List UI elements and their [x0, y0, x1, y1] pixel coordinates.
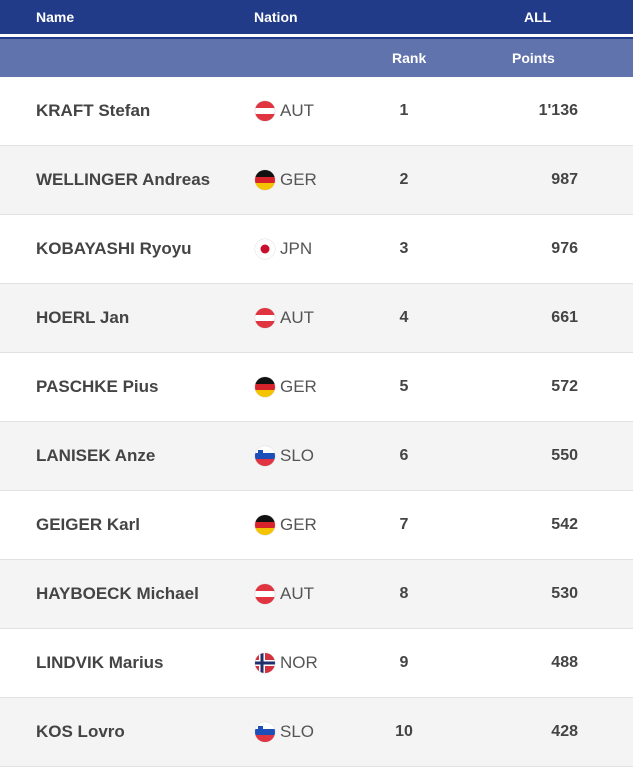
flag-nor-icon: [254, 652, 276, 674]
nation: GER: [254, 169, 317, 191]
rank: 9: [399, 654, 409, 671]
flag-aut-icon: [254, 583, 276, 605]
flag-jpn-icon: [254, 238, 276, 260]
nation-code: GER: [280, 377, 317, 396]
rank: 8: [399, 585, 409, 602]
rank: 7: [399, 516, 409, 533]
points: 1'136: [538, 102, 578, 119]
rank: 4: [399, 309, 409, 326]
rank: 1: [399, 102, 409, 119]
table-row[interactable]: KOS Lovro SLO 10 428: [0, 698, 633, 767]
athlete-name[interactable]: KOS Lovro: [36, 722, 125, 741]
flag-ger-icon: [254, 376, 276, 398]
nation: NOR: [254, 652, 318, 674]
ranking-table-body: KRAFT Stefan AUT 1 1'136 WELLINGER Andrea…: [0, 77, 633, 767]
flag-ger-icon: [254, 514, 276, 536]
table-row[interactable]: KOBAYASHI Ryoyu JPN 3 976: [0, 215, 633, 284]
points: 488: [551, 654, 578, 671]
rank: 6: [399, 447, 409, 464]
points: 530: [551, 585, 578, 602]
athlete-name[interactable]: LINDVIK Marius: [36, 653, 164, 672]
nation: AUT: [254, 100, 314, 122]
nation-code: GER: [280, 515, 317, 534]
table-row[interactable]: HAYBOECK Michael AUT 8 530: [0, 560, 633, 629]
flag-aut-icon: [254, 307, 276, 329]
table-row[interactable]: LANISEK Anze SLO 6 550: [0, 422, 633, 491]
nation-code: SLO: [280, 722, 315, 741]
nation-code: NOR: [280, 653, 318, 672]
nation: GER: [254, 376, 317, 398]
nation-code: SLO: [280, 446, 315, 465]
col-nation[interactable]: Nation: [254, 9, 298, 25]
athlete-name[interactable]: LANISEK Anze: [36, 446, 156, 465]
nation: SLO: [254, 721, 314, 743]
flag-aut-icon: [254, 100, 276, 122]
col-all[interactable]: ALL: [524, 9, 552, 25]
col-points[interactable]: Points: [512, 50, 555, 66]
rank: 2: [399, 171, 409, 188]
table-header: Name Nation ALL: [0, 0, 633, 34]
points: 550: [551, 447, 578, 464]
athlete-name[interactable]: KOBAYASHI Ryoyu: [36, 239, 192, 258]
nation-code: JPN: [280, 239, 313, 258]
points: 661: [551, 309, 578, 326]
points: 987: [551, 171, 578, 188]
divider: [0, 37, 633, 39]
nation: SLO: [254, 445, 314, 467]
nation-code: AUT: [280, 101, 314, 120]
nation: JPN: [254, 238, 312, 260]
flag-slo-icon: [254, 721, 276, 743]
table-row[interactable]: WELLINGER Andreas GER 2 987: [0, 146, 633, 215]
table-row[interactable]: KRAFT Stefan AUT 1 1'136: [0, 77, 633, 146]
divider: [0, 34, 633, 37]
col-rank[interactable]: Rank: [392, 50, 427, 66]
athlete-name[interactable]: PASCHKE Pius: [36, 377, 159, 396]
nation-code: GER: [280, 170, 317, 189]
flag-ger-icon: [254, 169, 276, 191]
table-row[interactable]: LINDVIK Marius NOR 9 488: [0, 629, 633, 698]
table-row[interactable]: PASCHKE Pius GER 5 572: [0, 353, 633, 422]
points: 976: [551, 240, 578, 257]
athlete-name[interactable]: HAYBOECK Michael: [36, 584, 199, 603]
points: 428: [551, 723, 578, 740]
rank: 10: [395, 723, 413, 740]
rank: 5: [399, 378, 409, 395]
athlete-name[interactable]: HOERL Jan: [36, 308, 130, 327]
points: 572: [551, 378, 578, 395]
table-row[interactable]: GEIGER Karl GER 7 542: [0, 491, 633, 560]
nation-code: AUT: [280, 584, 314, 603]
flag-slo-icon: [254, 445, 276, 467]
rank: 3: [399, 240, 409, 257]
athlete-name[interactable]: GEIGER Karl: [36, 515, 140, 534]
nation: GER: [254, 514, 317, 536]
nation: AUT: [254, 583, 314, 605]
athlete-name[interactable]: KRAFT Stefan: [36, 101, 151, 120]
athlete-name[interactable]: WELLINGER Andreas: [36, 170, 211, 189]
nation-code: AUT: [280, 308, 314, 327]
table-row[interactable]: HOERL Jan AUT 4 661: [0, 284, 633, 353]
table-subheader: Rank Points: [0, 39, 633, 77]
points: 542: [551, 516, 578, 533]
nation: AUT: [254, 307, 314, 329]
col-name[interactable]: Name: [36, 9, 75, 25]
